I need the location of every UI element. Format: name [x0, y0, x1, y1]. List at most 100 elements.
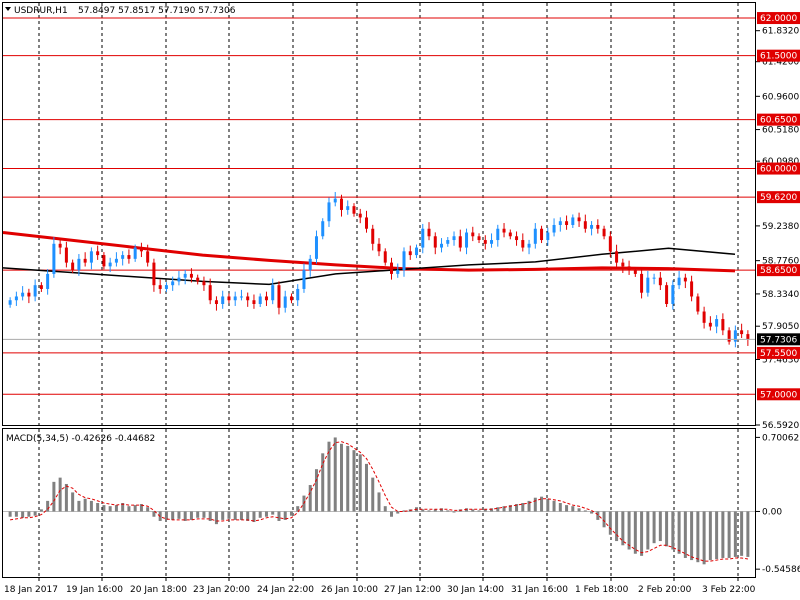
- time-tick-label-8: 31 Jan 16:00: [511, 585, 568, 595]
- candle-body-44: [283, 296, 287, 308]
- macd-bar-17: [114, 505, 118, 512]
- candle-body-56: [358, 213, 362, 218]
- macd-bar-91: [577, 508, 581, 512]
- candle-body-68: [433, 236, 437, 248]
- candle-body-31: [202, 281, 206, 286]
- macd-bar-113: [715, 511, 719, 560]
- candle-body-104: [658, 277, 662, 286]
- level-tag-2: [757, 113, 800, 126]
- candle-body-10: [71, 262, 75, 271]
- candle-body-86: [546, 232, 550, 241]
- macd-bar-49: [314, 469, 318, 512]
- candle-body-11: [77, 258, 81, 271]
- macd-bar-6: [46, 500, 50, 512]
- macd-bar-84: [533, 497, 537, 512]
- vertical-grid-main: [38, 3, 739, 425]
- macd-bar-22: [146, 507, 150, 512]
- candle-body-111: [702, 311, 706, 323]
- candle-body-35: [227, 296, 231, 301]
- chart-header: USDRUR,H1 57.8497 57.8517 57.7190 57.730…: [5, 6, 236, 16]
- macd-bar-110: [696, 511, 700, 563]
- candle-body-2: [21, 292, 25, 297]
- candle-body-46: [296, 288, 300, 301]
- price-tick-label-9: 57.4630: [762, 355, 799, 365]
- macd-bar-52: [333, 437, 337, 512]
- macd-bar-19: [127, 506, 131, 512]
- candlesticks: [8, 192, 750, 348]
- macd-bar-18: [121, 503, 125, 512]
- price-panel-frame: [2, 2, 756, 426]
- candle-body-50: [321, 221, 325, 237]
- macd-bar-57: [364, 463, 368, 512]
- macd-bar-37: [239, 511, 243, 520]
- candle-body-105: [665, 285, 669, 304]
- price-tick-label-7: 58.3340: [762, 290, 799, 300]
- macd-bar-25: [164, 511, 168, 520]
- candle-body-116: [733, 330, 737, 342]
- macd-bar-41: [264, 511, 268, 517]
- macd-bar-66: [421, 509, 425, 512]
- macd-bar-51: [327, 441, 331, 512]
- candle-body-32: [208, 285, 212, 301]
- candle-body-67: [427, 228, 431, 237]
- candle-body-43: [277, 285, 281, 308]
- macd-bar-92: [583, 510, 587, 512]
- candle-body-73: [465, 232, 469, 248]
- candle-body-70: [446, 240, 450, 244]
- moving-averages: [2, 231, 736, 286]
- macd-bar-85: [540, 496, 544, 512]
- price-panel[interactable]: [2, 2, 756, 426]
- macd-bar-4: [33, 511, 37, 516]
- macd-bar-117: [740, 511, 744, 556]
- level-tag-label-1: 61.5000: [760, 52, 797, 62]
- macd-bar-80: [508, 505, 512, 512]
- macd-bar-40: [258, 511, 262, 518]
- macd-bar-101: [640, 511, 644, 556]
- price-tick-label-10: 56.5920: [762, 421, 799, 431]
- macd-bar-97: [615, 511, 619, 542]
- macd-bar-111: [702, 511, 706, 565]
- candle-body-40: [258, 296, 262, 304]
- candle-body-51: [327, 202, 331, 222]
- level-tag-3: [757, 162, 800, 175]
- macd-label: MACD(5,34,5) -0.42626 -0.44682: [6, 434, 155, 444]
- macd-bar-105: [665, 511, 669, 547]
- macd-bar-109: [690, 511, 694, 561]
- macd-bar-118: [746, 511, 750, 557]
- macd-panel[interactable]: MACD(5,34,5) -0.42626 -0.44682: [2, 428, 756, 578]
- macd-bar-45: [289, 511, 293, 516]
- price-tick-label-8: 57.9050: [762, 322, 799, 332]
- candle-body-79: [502, 228, 506, 233]
- macd-bar-15: [102, 505, 106, 512]
- candle-body-14: [96, 251, 100, 256]
- candle-body-109: [690, 281, 694, 297]
- candle-body-48: [308, 258, 312, 271]
- candle-body-23: [152, 262, 156, 286]
- macd-bar-32: [208, 511, 212, 521]
- candle-body-63: [402, 251, 406, 271]
- price-tick-label-2: 60.9600: [762, 92, 799, 102]
- candle-body-77: [490, 240, 494, 244]
- macd-bar-0: [8, 511, 12, 517]
- macd-bar-44: [283, 511, 287, 520]
- candle-body-30: [196, 277, 200, 282]
- macd-bar-108: [683, 511, 687, 558]
- symbol-dropdown-icon[interactable]: [5, 7, 11, 11]
- level-tag-4: [757, 191, 800, 204]
- macd-bar-106: [671, 511, 675, 550]
- macd-bar-89: [565, 505, 569, 512]
- macd-bar-50: [321, 453, 325, 512]
- red-moving-average: [2, 231, 736, 273]
- candle-body-107: [677, 277, 681, 286]
- candle-body-3: [27, 292, 31, 297]
- candle-body-82: [521, 240, 525, 248]
- candle-body-92: [583, 221, 587, 229]
- macd-bar-94: [596, 511, 600, 520]
- candle-body-78: [496, 228, 500, 241]
- macd-bar-1: [14, 511, 18, 517]
- macd-bar-93: [590, 511, 594, 514]
- candle-body-19: [127, 255, 131, 259]
- time-tick-label-10: 2 Feb 20:00: [638, 585, 692, 595]
- macd-bar-102: [646, 511, 650, 550]
